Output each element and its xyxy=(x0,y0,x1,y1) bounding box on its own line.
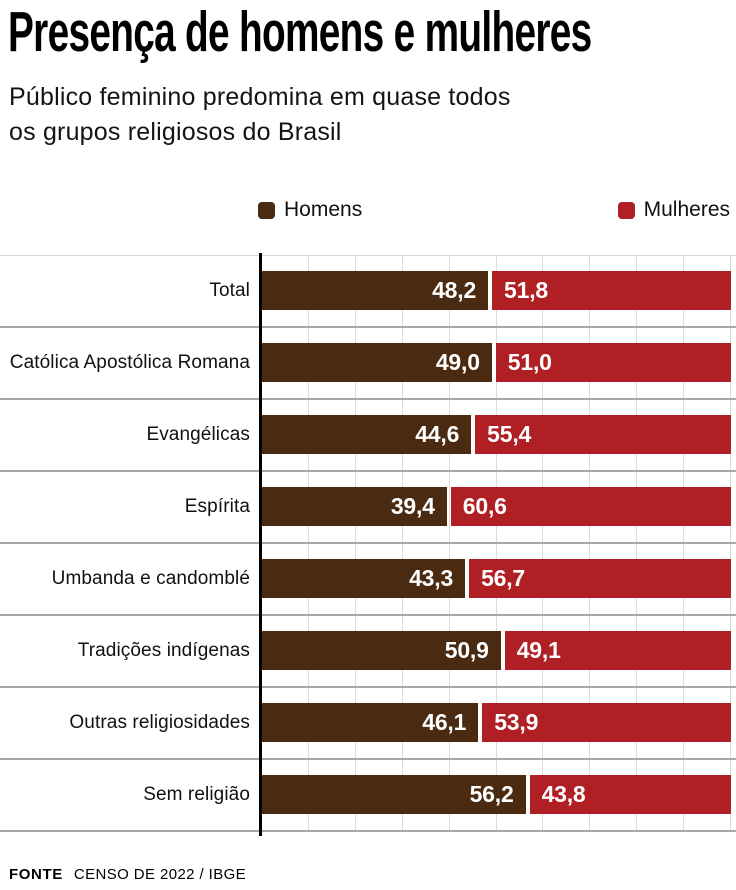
category-label: Outras religiosidades xyxy=(69,711,250,733)
bar-group: 56,2 43,8 xyxy=(262,775,731,814)
bar-mulheres: 55,4 xyxy=(475,415,731,454)
value-label-homens: 39,4 xyxy=(390,493,435,519)
bar-group: 49,0 51,0 xyxy=(262,343,731,382)
page-title-text: Presença de homens e mulheres xyxy=(8,0,592,64)
bar-homens: 44,6 xyxy=(262,415,472,454)
value-label-homens: 50,9 xyxy=(444,637,489,663)
category-label: Total xyxy=(209,279,250,301)
bar-homens: 39,4 xyxy=(262,487,447,526)
bar-homens: 56,2 xyxy=(262,775,526,814)
value-label-homens: 48,2 xyxy=(432,277,477,303)
bar-homens: 43,3 xyxy=(262,559,466,598)
bar-homens: 49,0 xyxy=(262,343,492,382)
bar-group: 50,9 49,1 xyxy=(262,631,731,670)
legend-label-homens: Homens xyxy=(284,198,363,221)
bar-mulheres: 53,9 xyxy=(482,703,731,742)
chart-row: Total 48,2 51,8 xyxy=(0,256,736,328)
stacked-bar-chart: Total 48,2 51,8 Católica Apostólica Romana 4… xyxy=(0,253,736,836)
value-label-homens: 49,0 xyxy=(435,349,480,375)
category-label: Evangélicas xyxy=(146,423,250,445)
bar-group: 46,1 53,9 xyxy=(262,703,731,742)
page-title: Presença de homens e mulheres xyxy=(8,0,736,64)
bar-mulheres: 43,8 xyxy=(529,775,731,814)
bar-homens: 46,1 xyxy=(262,703,479,742)
chart-row: Evangélicas 44,6 55,4 xyxy=(0,400,736,472)
category-label: Católica Apostólica Romana xyxy=(9,351,250,373)
chart-row: Umbanda e candomblé 43,3 56,7 xyxy=(0,544,736,616)
subtitle: Público feminino predomina em quase todo… xyxy=(9,80,511,150)
legend-item-mulheres: Mulheres xyxy=(617,198,730,222)
value-label-homens: 43,3 xyxy=(409,565,454,591)
chart-row: Tradições indígenas 50,9 49,1 xyxy=(0,616,736,688)
bar-mulheres: 49,1 xyxy=(504,631,731,670)
category-label: Sem religião xyxy=(143,783,250,805)
subtitle-line-1: Público feminino predomina em quase todo… xyxy=(9,83,511,111)
bar-mulheres: 51,0 xyxy=(495,343,731,382)
value-label-mulheres: 43,8 xyxy=(541,781,586,807)
bar-mulheres: 51,8 xyxy=(492,271,731,310)
value-label-mulheres: 55,4 xyxy=(487,421,532,447)
value-label-mulheres: 53,9 xyxy=(494,709,539,735)
bar-mulheres: 56,7 xyxy=(469,559,731,598)
bar-group: 48,2 51,8 xyxy=(262,271,731,310)
value-label-mulheres: 56,7 xyxy=(481,565,526,591)
category-label: Espírita xyxy=(184,495,250,517)
category-label: Tradições indígenas xyxy=(77,639,250,661)
legend-item-homens: Homens xyxy=(258,198,362,222)
chart-row: Católica Apostólica Romana 49,0 51,0 xyxy=(0,328,736,400)
source-label: FONTE xyxy=(9,866,63,883)
value-label-homens: 56,2 xyxy=(469,781,514,807)
homens-swatch-icon xyxy=(258,201,275,219)
chart-rows: Total 48,2 51,8 Católica Apostólica Romana 4… xyxy=(0,256,736,832)
subtitle-line-2: os grupos religiosos do Brasil xyxy=(9,118,342,146)
source-text: CENSO DE 2022 / IBGE xyxy=(73,866,247,883)
chart-row: Espírita 39,4 60,6 xyxy=(0,472,736,544)
value-label-mulheres: 49,1 xyxy=(516,637,561,663)
category-label: Umbanda e candomblé xyxy=(51,567,250,589)
legend: Homens Mulheres xyxy=(258,198,730,222)
bar-mulheres: 60,6 xyxy=(450,487,731,526)
bar-group: 39,4 60,6 xyxy=(262,487,731,526)
bar-homens: 48,2 xyxy=(262,271,489,310)
value-label-mulheres: 51,8 xyxy=(504,277,549,303)
bar-group: 44,6 55,4 xyxy=(262,415,731,454)
source-note: FONTE CENSO DE 2022 / IBGE xyxy=(9,866,246,883)
value-label-mulheres: 60,6 xyxy=(462,493,507,519)
value-label-homens: 46,1 xyxy=(422,709,467,735)
chart-row: Sem religião 56,2 43,8 xyxy=(0,760,736,832)
chart-row: Outras religiosidades 46,1 53,9 xyxy=(0,688,736,760)
bar-homens: 50,9 xyxy=(262,631,501,670)
value-label-mulheres: 51,0 xyxy=(507,349,552,375)
mulheres-swatch-icon xyxy=(617,201,635,219)
y-axis-line xyxy=(259,253,262,836)
value-label-homens: 44,6 xyxy=(415,421,460,447)
legend-label-mulheres: Mulheres xyxy=(643,198,730,221)
bar-group: 43,3 56,7 xyxy=(262,559,731,598)
